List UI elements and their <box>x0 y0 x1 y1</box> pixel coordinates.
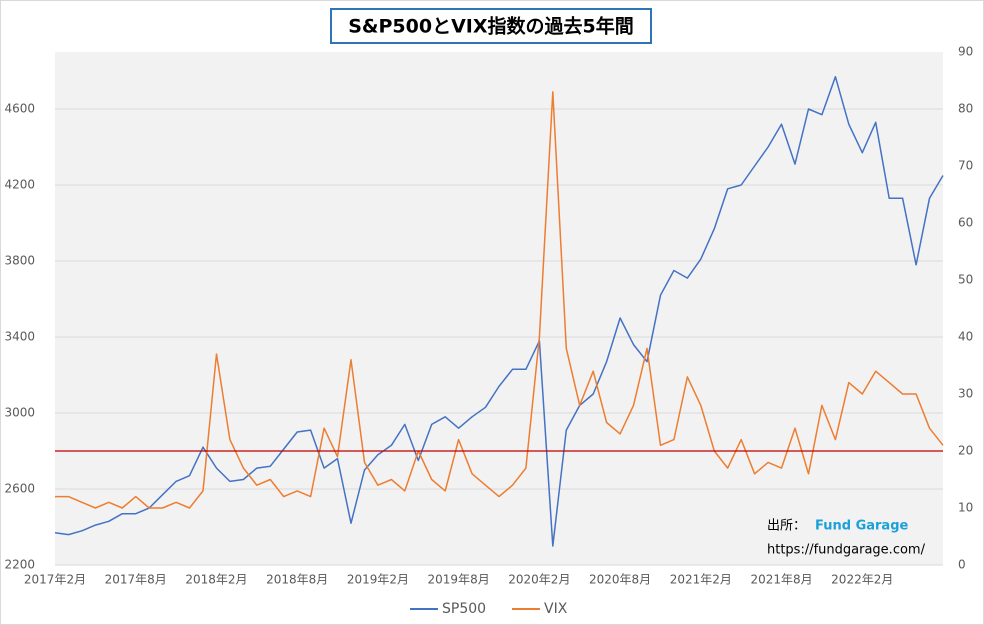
x-tick-label: 2019年2月 <box>347 573 409 587</box>
y-tick-label: 3000 <box>4 406 35 420</box>
y2-tick-label: 70 <box>958 159 973 173</box>
source-name: Fund Garage <box>815 519 909 534</box>
y2-tick-label: 30 <box>958 387 973 401</box>
y2-tick-label: 10 <box>958 501 973 515</box>
series-line <box>55 91 944 509</box>
y-tick-label: 2600 <box>4 482 35 496</box>
x-tick-label: 2018年8月 <box>266 573 328 587</box>
x-tick-label: 2022年2月 <box>831 573 893 587</box>
plot-area <box>55 52 943 565</box>
x-tick-label: 2017年2月 <box>24 573 86 587</box>
x-tick-label: 2017年8月 <box>105 573 167 587</box>
y-tick-label: 3400 <box>4 330 35 344</box>
y-tick-label: 3800 <box>4 254 35 268</box>
x-tick-label: 2020年8月 <box>589 573 651 587</box>
x-tick-label: 2021年8月 <box>750 573 812 587</box>
chart-title: S&P500とVIX指数の過去5年間 <box>348 15 633 38</box>
y2-tick-label: 20 <box>958 444 973 458</box>
y-tick-label: 2200 <box>4 558 35 572</box>
series-line <box>54 75 944 547</box>
x-tick-label: 2019年8月 <box>428 573 490 587</box>
source-label: 出所： <box>767 519 806 534</box>
y2-tick-label: 50 <box>958 273 973 287</box>
y2-tick-label: 90 <box>958 45 973 59</box>
y-tick-label: 4600 <box>4 102 35 116</box>
y2-tick-label: 60 <box>958 216 973 230</box>
legend-label: VIX <box>544 601 568 617</box>
legend-label: SP500 <box>442 601 486 617</box>
y2-tick-label: 0 <box>958 558 966 572</box>
y2-tick-label: 40 <box>958 330 973 344</box>
source-url: https://fundgarage.com/ <box>767 543 926 558</box>
title-box <box>330 8 652 44</box>
x-tick-label: 2020年2月 <box>508 573 570 587</box>
x-tick-label: 2018年2月 <box>185 573 247 587</box>
y-tick-label: 4200 <box>4 178 35 192</box>
y2-tick-label: 80 <box>958 102 973 116</box>
lines <box>54 75 944 547</box>
x-tick-label: 2021年2月 <box>670 573 732 587</box>
